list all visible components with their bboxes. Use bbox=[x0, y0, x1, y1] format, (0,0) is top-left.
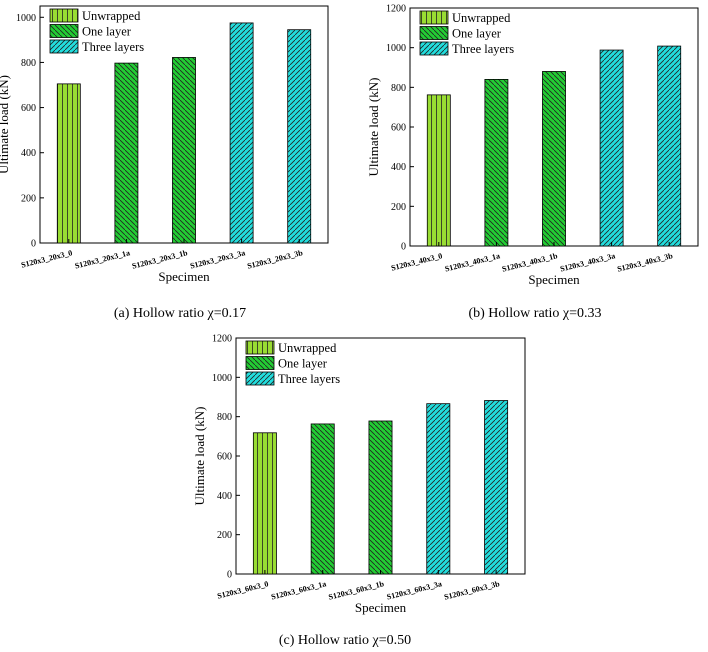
x-axis-title: Specimen bbox=[158, 269, 210, 284]
y-tick-label: 600 bbox=[391, 123, 406, 134]
legend-swatch-three-layers bbox=[245, 371, 275, 386]
x-tick-label: S120x3_60x3_3b bbox=[443, 579, 501, 602]
bar-S120x3_20x3_3b bbox=[287, 29, 312, 244]
chart-panel-b: 0 200 400 600 800 1000 1200 S120x3_40x3_0 S120x3… bbox=[354, 0, 708, 300]
y-tick-label: 600 bbox=[21, 103, 36, 114]
legend-swatch-one-layer bbox=[49, 24, 79, 38]
y-tick-label: 1200 bbox=[386, 4, 406, 15]
legend-label: Unwrapped bbox=[278, 341, 337, 355]
x-tick-label: S120x3_40x3_0 bbox=[390, 251, 443, 272]
y-tick-label: 200 bbox=[21, 193, 36, 204]
bar-S120x3_60x3_3a bbox=[426, 403, 451, 575]
bar-S120x3_60x3_0 bbox=[252, 432, 277, 575]
bar-S120x3_60x3_1b bbox=[368, 420, 393, 575]
bar-S120x3_20x3_1a bbox=[114, 62, 139, 244]
y-tick-label: 0 bbox=[401, 242, 406, 253]
y-tick-label: 800 bbox=[217, 412, 232, 423]
chart-panel-a: 0 200 400 600 800 1000 S120x3_20x3_0 S120x3_20x… bbox=[0, 0, 340, 300]
x-tick-label: S120x3_40x3_1b bbox=[501, 251, 559, 274]
legend-label: Three layers bbox=[452, 42, 514, 56]
x-axis-title: Specimen bbox=[528, 272, 580, 287]
y-tick-label: 400 bbox=[217, 491, 232, 502]
legend-label: Unwrapped bbox=[452, 11, 511, 25]
legend-label: One layer bbox=[82, 25, 132, 39]
y-axis-title: Ultimate load (kN) bbox=[0, 75, 11, 174]
bar-S120x3_20x3_0 bbox=[56, 83, 81, 244]
x-tick-label: S120x3_20x3_1b bbox=[131, 248, 189, 271]
y-tick-label: 1000 bbox=[386, 43, 406, 54]
x-axis-title: Specimen bbox=[355, 600, 407, 615]
x-tick-label: S120x3_40x3_3b bbox=[616, 251, 674, 274]
y-tick-label: 1000 bbox=[212, 373, 232, 384]
bar-S120x3_40x3_3b bbox=[657, 45, 682, 247]
chart-panel-c: 0 200 400 600 800 1000 1200 S120x3_60x3_0 S120x3… bbox=[175, 330, 535, 630]
y-tick-label: 800 bbox=[391, 83, 406, 94]
legend-label: One layer bbox=[452, 27, 502, 41]
y-tick-label: 200 bbox=[391, 202, 406, 213]
legend-swatch-one-layer bbox=[245, 356, 275, 370]
x-tick-label: S120x3_20x3_3a bbox=[189, 248, 246, 270]
caption-a: (a) Hollow ratio χ=0.17 bbox=[113, 306, 247, 321]
legend-label: Three layers bbox=[278, 372, 340, 386]
bar-S120x3_40x3_1a bbox=[484, 79, 509, 247]
caption-b: (b) Hollow ratio χ=0.33 bbox=[468, 306, 602, 321]
y-tick-label: 800 bbox=[21, 58, 36, 69]
legend-swatch-unwrapped bbox=[49, 8, 79, 23]
x-tick-label: S120x3_60x3_3a bbox=[386, 579, 443, 601]
caption-c: (c) Hollow ratio χ=0.50 bbox=[278, 633, 412, 648]
y-tick-label: 400 bbox=[391, 162, 406, 173]
bar-S120x3_40x3_0 bbox=[426, 94, 451, 247]
legend-label: Three layers bbox=[82, 40, 144, 54]
y-tick-label: 400 bbox=[21, 148, 36, 159]
y-tick-label: 200 bbox=[217, 530, 232, 541]
x-tick-label: S120x3_40x3_3a bbox=[559, 251, 616, 273]
y-tick-label: 0 bbox=[227, 570, 232, 581]
x-tick-label: S120x3_20x3_0 bbox=[20, 248, 73, 269]
x-tick-label: S120x3_20x3_3b bbox=[246, 248, 304, 271]
x-tick-label: S120x3_40x3_1a bbox=[444, 251, 501, 273]
y-axis-title: Ultimate load (kN) bbox=[192, 407, 207, 506]
x-tick-label: S120x3_60x3_1a bbox=[270, 579, 327, 601]
legend-label: Unwrapped bbox=[82, 9, 141, 23]
bar-S120x3_40x3_1b bbox=[542, 71, 566, 247]
bar-S120x3_20x3_3a bbox=[229, 22, 254, 244]
bar-S120x3_20x3_1b bbox=[172, 57, 196, 244]
x-tick-label: S120x3_20x3_1a bbox=[74, 248, 131, 270]
legend-swatch-one-layer bbox=[419, 26, 449, 40]
y-tick-label: 1000 bbox=[16, 13, 36, 24]
legend-swatch-three-layers bbox=[419, 41, 449, 56]
y-tick-label: 1200 bbox=[212, 334, 232, 345]
x-tick-label: S120x3_60x3_1b bbox=[328, 579, 386, 602]
legend-label: One layer bbox=[278, 357, 328, 371]
y-tick-label: 600 bbox=[217, 452, 232, 463]
legend-swatch-unwrapped bbox=[245, 340, 275, 355]
y-axis-title: Ultimate load (kN) bbox=[366, 78, 381, 177]
legend-swatch-unwrapped bbox=[419, 10, 449, 25]
y-tick-label: 0 bbox=[31, 239, 36, 250]
bar-S120x3_40x3_3a bbox=[599, 49, 624, 247]
legend-swatch-three-layers bbox=[49, 39, 79, 54]
bar-S120x3_60x3_1a bbox=[310, 423, 335, 575]
x-tick-label: S120x3_60x3_0 bbox=[216, 579, 269, 600]
bar-S120x3_60x3_3b bbox=[484, 400, 509, 575]
